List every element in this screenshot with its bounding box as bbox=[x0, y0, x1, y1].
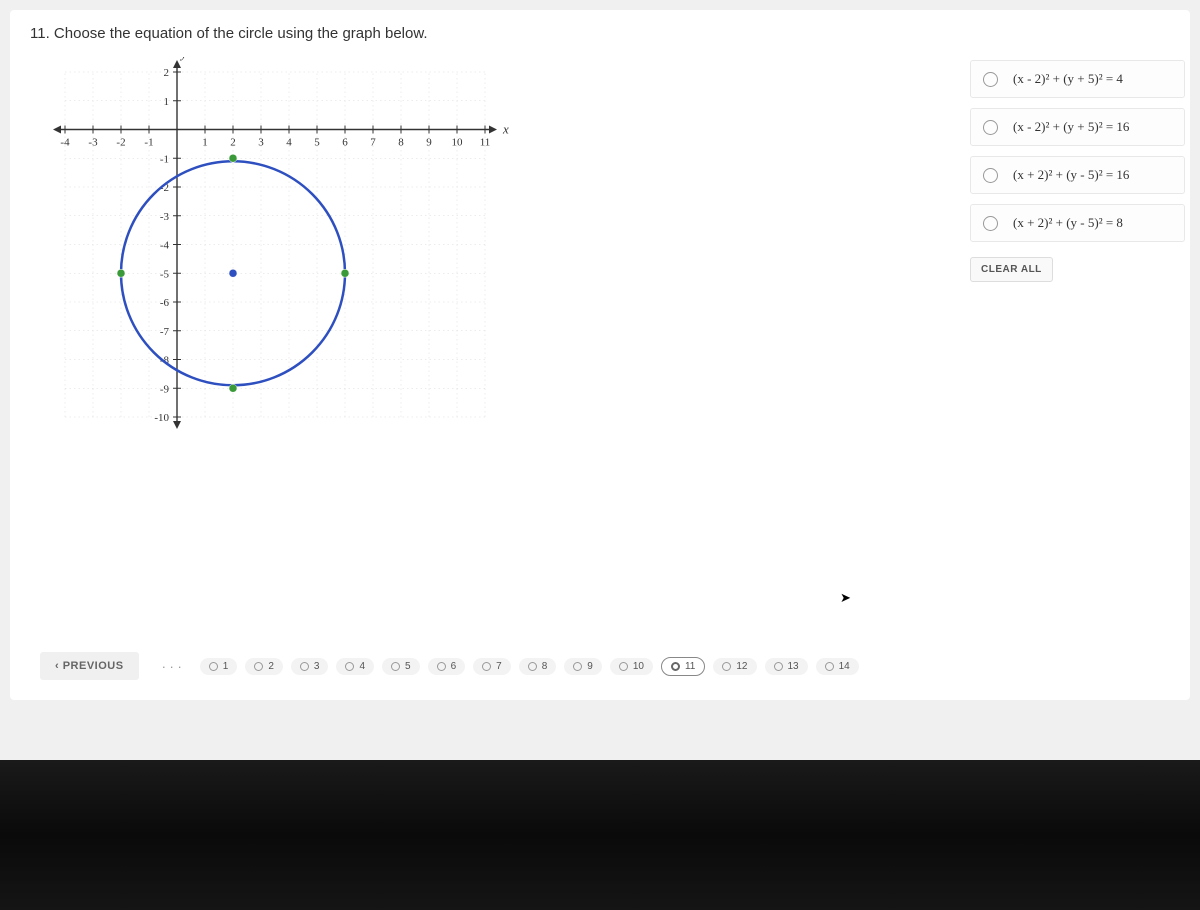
question-pill-1[interactable]: 1 bbox=[200, 658, 238, 675]
quiz-container: 11. Choose the equation of the circle us… bbox=[10, 10, 1190, 700]
question-pill-3[interactable]: 3 bbox=[291, 658, 329, 675]
graph-container: -4-3-2-1123456789101121-1-2-3-4-5-6-7-8-… bbox=[30, 57, 510, 437]
svg-text:-9: -9 bbox=[160, 383, 170, 395]
pill-status-icon bbox=[722, 662, 731, 671]
question-pill-5[interactable]: 5 bbox=[382, 658, 420, 675]
svg-text:y: y bbox=[179, 57, 187, 61]
pill-number: 7 bbox=[496, 661, 502, 672]
answer-option-c[interactable]: (x + 2)² + (y - 5)² = 16 bbox=[970, 156, 1185, 194]
svg-text:-3: -3 bbox=[88, 137, 98, 149]
pill-status-icon bbox=[391, 662, 400, 671]
pill-status-icon bbox=[573, 662, 582, 671]
question-pill-13[interactable]: 13 bbox=[765, 658, 808, 675]
svg-text:4: 4 bbox=[286, 137, 292, 149]
pill-number: 9 bbox=[587, 661, 593, 672]
svg-text:-1: -1 bbox=[144, 137, 153, 149]
pill-status-icon bbox=[254, 662, 263, 671]
question-number: 11. bbox=[30, 25, 50, 42]
pill-status-icon bbox=[345, 662, 354, 671]
svg-text:8: 8 bbox=[398, 137, 404, 149]
svg-text:11: 11 bbox=[480, 137, 491, 149]
answer-text: (x - 2)² + (y + 5)² = 4 bbox=[1013, 71, 1123, 87]
pill-status-icon bbox=[671, 662, 680, 671]
answer-option-a[interactable]: (x - 2)² + (y + 5)² = 4 bbox=[970, 60, 1185, 98]
pill-number: 11 bbox=[685, 661, 695, 672]
pill-status-icon bbox=[774, 662, 783, 671]
question-pill-10[interactable]: 10 bbox=[610, 658, 653, 675]
svg-text:-7: -7 bbox=[160, 326, 170, 338]
pill-number: 4 bbox=[359, 661, 365, 672]
question-pill-12[interactable]: 12 bbox=[713, 658, 756, 675]
pill-number: 13 bbox=[788, 661, 799, 672]
answer-text: (x + 2)² + (y - 5)² = 16 bbox=[1013, 167, 1129, 183]
question-pill-11[interactable]: 11 bbox=[661, 657, 705, 676]
radio-icon bbox=[983, 120, 998, 135]
footer-nav: ‹ PREVIOUS · · · 1234567891011121314 bbox=[10, 652, 1190, 680]
svg-text:-1: -1 bbox=[160, 153, 169, 165]
answer-text: (x - 2)² + (y + 5)² = 16 bbox=[1013, 119, 1129, 135]
pill-number: 6 bbox=[451, 661, 457, 672]
question-title: 11. Choose the equation of the circle us… bbox=[30, 25, 1170, 42]
pill-number: 2 bbox=[268, 661, 274, 672]
svg-text:-4: -4 bbox=[160, 240, 170, 252]
pill-number: 1 bbox=[223, 661, 229, 672]
answer-option-d[interactable]: (x + 2)² + (y - 5)² = 8 bbox=[970, 204, 1185, 242]
svg-text:-3: -3 bbox=[160, 211, 170, 223]
svg-text:10: 10 bbox=[452, 137, 464, 149]
svg-text:1: 1 bbox=[202, 137, 208, 149]
svg-text:-10: -10 bbox=[154, 412, 169, 424]
cursor-icon: ➤ bbox=[840, 590, 851, 606]
question-pill-2[interactable]: 2 bbox=[245, 658, 283, 675]
answer-option-b[interactable]: (x - 2)² + (y + 5)² = 16 bbox=[970, 108, 1185, 146]
monitor-bezel bbox=[0, 760, 1200, 910]
radio-icon bbox=[983, 72, 998, 87]
svg-text:2: 2 bbox=[230, 137, 236, 149]
pill-status-icon bbox=[825, 662, 834, 671]
dots-indicator: · · · bbox=[162, 659, 182, 674]
pill-status-icon bbox=[437, 662, 446, 671]
pill-status-icon bbox=[300, 662, 309, 671]
previous-button[interactable]: ‹ PREVIOUS bbox=[40, 652, 139, 680]
pill-status-icon bbox=[482, 662, 491, 671]
question-pill-9[interactable]: 9 bbox=[564, 658, 602, 675]
pill-number: 8 bbox=[542, 661, 548, 672]
pill-number: 10 bbox=[633, 661, 644, 672]
pill-number: 3 bbox=[314, 661, 320, 672]
clear-all-button[interactable]: CLEAR ALL bbox=[970, 257, 1053, 282]
pill-status-icon bbox=[209, 662, 218, 671]
svg-text:-2: -2 bbox=[116, 137, 125, 149]
svg-text:3: 3 bbox=[258, 137, 264, 149]
question-pill-14[interactable]: 14 bbox=[816, 658, 859, 675]
pill-status-icon bbox=[528, 662, 537, 671]
pill-number: 12 bbox=[736, 661, 747, 672]
question-pill-8[interactable]: 8 bbox=[519, 658, 557, 675]
svg-text:2: 2 bbox=[164, 67, 170, 79]
svg-text:-5: -5 bbox=[160, 268, 170, 280]
svg-text:-6: -6 bbox=[160, 297, 170, 309]
svg-text:5: 5 bbox=[314, 137, 320, 149]
answer-text: (x + 2)² + (y - 5)² = 8 bbox=[1013, 215, 1123, 231]
question-pills-container: 1234567891011121314 bbox=[200, 657, 859, 676]
question-pill-6[interactable]: 6 bbox=[428, 658, 466, 675]
pill-number: 5 bbox=[405, 661, 411, 672]
question-pill-4[interactable]: 4 bbox=[336, 658, 374, 675]
radio-icon bbox=[983, 168, 998, 183]
svg-text:6: 6 bbox=[342, 137, 348, 149]
coordinate-graph: -4-3-2-1123456789101121-1-2-3-4-5-6-7-8-… bbox=[30, 57, 510, 437]
pill-number: 14 bbox=[839, 661, 850, 672]
question-pill-7[interactable]: 7 bbox=[473, 658, 511, 675]
svg-text:-4: -4 bbox=[60, 137, 70, 149]
question-text: Choose the equation of the circle using … bbox=[54, 25, 428, 42]
svg-text:1: 1 bbox=[164, 96, 170, 108]
radio-icon bbox=[983, 216, 998, 231]
pill-status-icon bbox=[619, 662, 628, 671]
svg-text:9: 9 bbox=[426, 137, 432, 149]
answers-container: (x - 2)² + (y + 5)² = 4 (x - 2)² + (y + … bbox=[970, 60, 1185, 282]
svg-text:7: 7 bbox=[370, 137, 376, 149]
svg-text:x: x bbox=[502, 122, 509, 137]
